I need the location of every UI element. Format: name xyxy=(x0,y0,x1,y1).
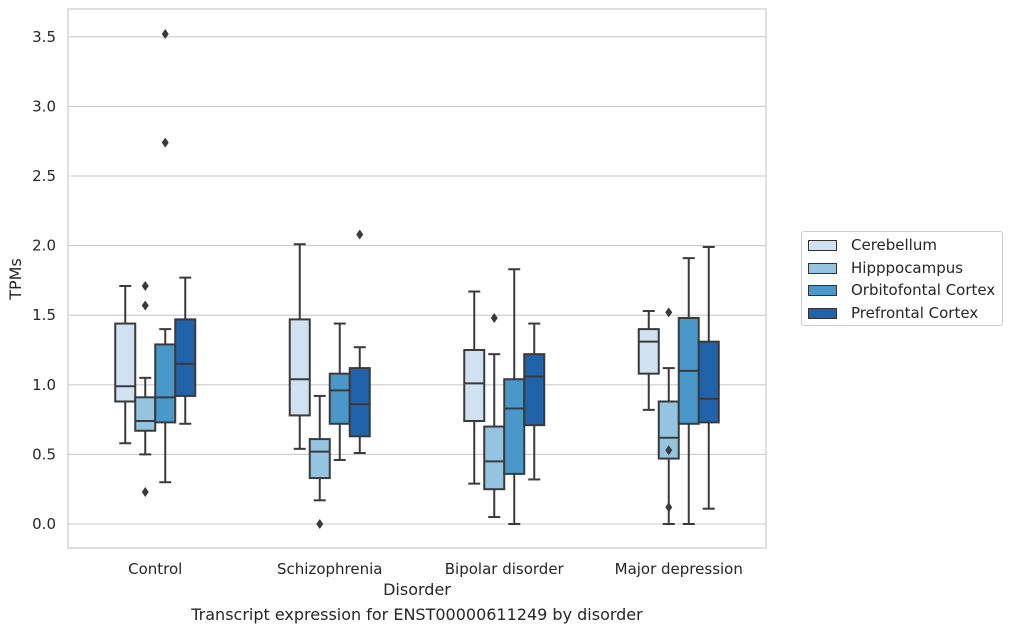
outlier-point xyxy=(665,502,673,513)
box-series xyxy=(114,29,720,529)
box-iqr xyxy=(483,425,506,491)
box-iqr xyxy=(134,396,157,432)
x-tick-label: Control xyxy=(128,560,182,578)
box-orbitofontal-cortex xyxy=(677,257,700,525)
y-tick-label: 3.5 xyxy=(32,28,56,46)
box-iqr xyxy=(308,438,331,480)
box-iqr xyxy=(348,367,371,438)
outlier-point xyxy=(141,486,149,497)
x-tick-label: Schizophrenia xyxy=(277,560,382,578)
box-iqr xyxy=(288,318,311,417)
outlier-point xyxy=(141,280,149,291)
box-cerebellum xyxy=(463,290,486,485)
box-iqr xyxy=(637,328,660,375)
outlier-point xyxy=(141,300,149,311)
legend-swatch-prefrontal xyxy=(808,307,837,319)
box-iqr xyxy=(174,318,197,397)
box-cerebellum xyxy=(637,310,660,411)
box-hipppocampus xyxy=(308,394,331,529)
legend-label-hippocampus: Hipppocampus xyxy=(851,259,964,277)
figure-caption: Transcript expression for ENST0000061124… xyxy=(191,605,643,624)
y-tick-label: 0.5 xyxy=(32,445,56,463)
box-iqr xyxy=(657,400,680,460)
x-axis-label: Disorder xyxy=(383,580,451,599)
legend-swatch-orbitofrontal xyxy=(808,284,837,296)
legend-label-orbitofrontal: Orbitofontal Cortex xyxy=(851,281,996,299)
outlier-point xyxy=(665,445,673,456)
legend-swatch-cerebellum xyxy=(808,239,837,251)
outlier-point xyxy=(356,229,364,240)
box-iqr xyxy=(328,372,351,425)
legend-swatch-hippocampus xyxy=(808,262,837,274)
plot-background xyxy=(67,8,767,549)
outlier-point xyxy=(161,29,169,40)
box-prefrontal-cortex xyxy=(174,276,197,425)
outlier-point xyxy=(490,312,498,323)
box-iqr xyxy=(503,378,526,475)
legend-label-cerebellum: Cerebellum xyxy=(851,236,937,254)
legend-item-cerebellum: Cerebellum xyxy=(808,235,937,255)
box-cerebellum xyxy=(114,284,137,445)
outlier-point xyxy=(316,519,324,529)
y-tick-label: 2.5 xyxy=(32,167,56,185)
x-tick-labels: Control Schizophrenia Bipolar disorder Majo… xyxy=(128,560,743,578)
x-tick-label: Bipolar disorder xyxy=(445,560,565,578)
box-orbitofontal-cortex xyxy=(503,268,526,525)
y-tick-label: 0.0 xyxy=(32,515,56,533)
box-iqr xyxy=(114,322,137,403)
box-prefrontal-cortex xyxy=(697,245,720,510)
box-hipppocampus xyxy=(483,312,506,519)
y-tick-label: 3.0 xyxy=(32,97,56,115)
y-tick-label: 1.0 xyxy=(32,376,56,394)
box-iqr xyxy=(697,340,720,424)
legend-item-orbitofrontal: Orbitofontal Cortex xyxy=(808,280,995,300)
y-tick-label: 1.5 xyxy=(32,306,56,324)
gridlines xyxy=(68,36,766,525)
y-tick-labels: 0.0 0.5 1.0 1.5 2.0 2.5 3.0 3.5 xyxy=(32,28,56,533)
y-axis-label: TPMs xyxy=(6,258,25,301)
outlier-point xyxy=(665,307,673,318)
legend-item-prefrontal: Prefrontal Cortex xyxy=(808,303,978,323)
outlier-point xyxy=(161,137,169,148)
x-tick-label: Major depression xyxy=(615,560,743,578)
box-hipppocampus xyxy=(657,307,680,525)
box-iqr xyxy=(523,353,546,427)
box-prefrontal-cortex xyxy=(523,322,546,481)
box-prefrontal-cortex xyxy=(348,229,371,455)
box-iqr xyxy=(463,349,486,422)
legend: Cerebellum Hipppocampus Orbitofontal Cor… xyxy=(801,231,1003,326)
y-tick-label: 2.0 xyxy=(32,237,56,255)
box-iqr xyxy=(154,343,177,424)
box-cerebellum xyxy=(288,243,311,450)
legend-label-prefrontal: Prefrontal Cortex xyxy=(851,304,979,322)
legend-item-hippocampus: Hipppocampus xyxy=(808,258,963,278)
